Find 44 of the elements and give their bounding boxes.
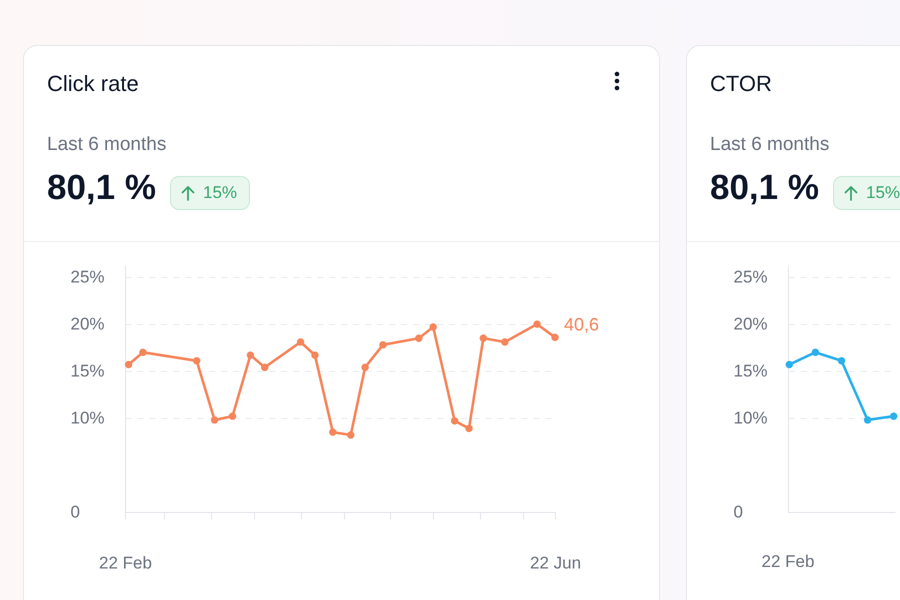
y-tick-label: 15% <box>70 362 105 381</box>
point <box>228 412 236 420</box>
y-tick-label: 15% <box>734 362 768 381</box>
point <box>533 320 541 328</box>
point <box>415 334 423 342</box>
y-tick-label: 20% <box>734 314 768 334</box>
point <box>551 334 559 342</box>
point <box>864 416 872 424</box>
text: 80,1 % <box>710 168 819 208</box>
point <box>361 364 369 372</box>
point <box>838 357 846 364</box>
point <box>501 338 509 346</box>
y-tick-label: 0 <box>70 502 80 522</box>
y-tick-label: 0 <box>734 502 743 522</box>
point <box>480 334 488 342</box>
point <box>786 360 794 368</box>
point <box>246 351 254 359</box>
point <box>465 424 473 432</box>
y-tick-label: 20% <box>70 314 105 334</box>
point <box>192 357 200 364</box>
y-tick-label: 25% <box>70 268 105 287</box>
point <box>261 364 268 372</box>
chart-subtitle: Last 6 months <box>47 134 166 156</box>
y-tick-label: 25% <box>734 268 768 287</box>
point <box>812 348 820 356</box>
x-tick-label: 22 Jun <box>530 554 582 572</box>
chart-title: CTOR <box>710 71 772 97</box>
point <box>296 338 304 346</box>
text: 15% <box>203 183 238 203</box>
annotation: 40,6 <box>564 314 600 334</box>
point <box>450 417 458 425</box>
text: 80,1 % <box>47 168 156 208</box>
point <box>311 351 319 359</box>
point <box>210 416 218 424</box>
chart-title: Click rate <box>47 71 139 97</box>
point <box>347 431 354 439</box>
point <box>329 428 337 436</box>
point <box>890 412 898 420</box>
point <box>429 323 437 331</box>
y-tick-label: 10% <box>734 408 768 428</box>
point <box>379 341 387 349</box>
text: 15% <box>866 183 900 203</box>
y-tick-label: 10% <box>70 408 105 428</box>
chart-subtitle: Last 6 months <box>710 134 830 156</box>
